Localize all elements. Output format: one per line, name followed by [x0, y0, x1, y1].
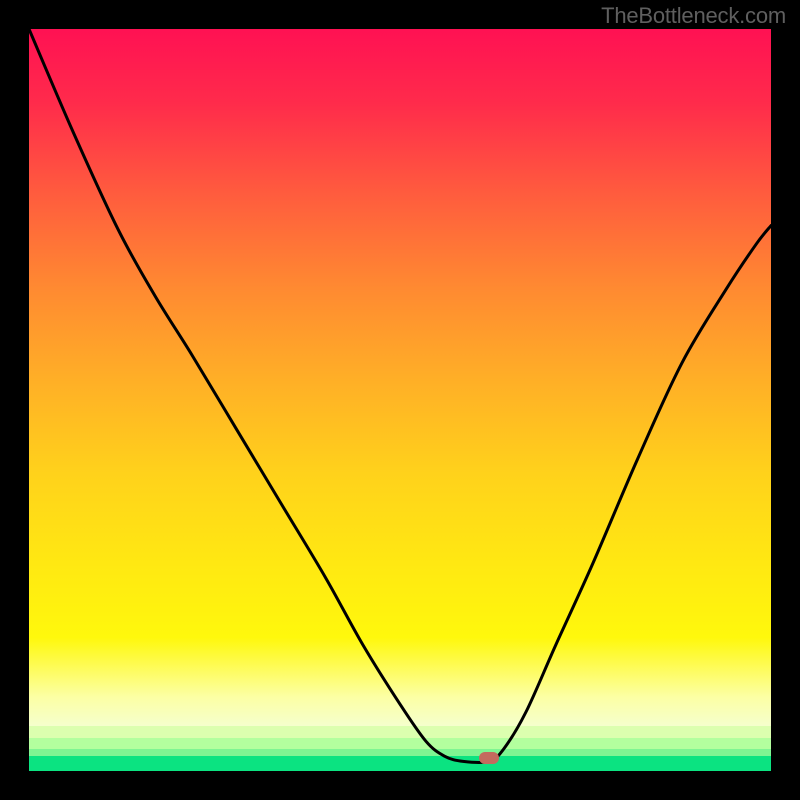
- optimal-point-marker: [479, 752, 499, 764]
- bottleneck-chart: [29, 29, 771, 771]
- bottleneck-curve: [29, 29, 771, 771]
- watermark-text: TheBottleneck.com: [601, 3, 786, 29]
